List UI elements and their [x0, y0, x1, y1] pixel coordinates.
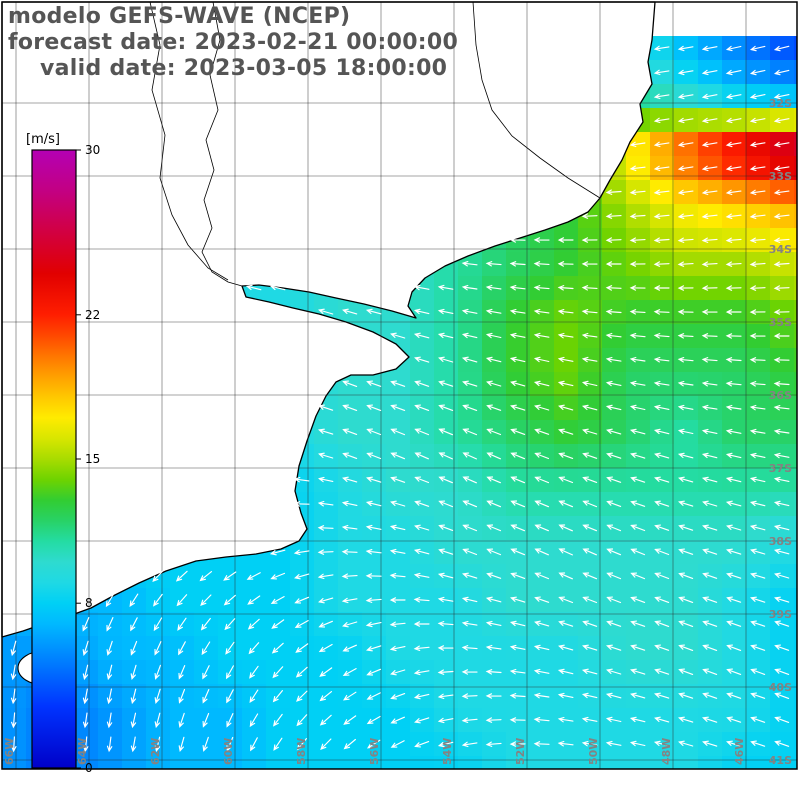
- colorbar-tick-label: 8: [85, 596, 93, 610]
- coastline: [1, 1, 656, 638]
- colorbar-gradient: [31, 149, 77, 769]
- lon-label: 62W: [149, 738, 162, 765]
- lon-label: 58W: [295, 738, 308, 765]
- lon-label: 50W: [587, 738, 600, 765]
- lat-label: 32S: [769, 97, 792, 110]
- lat-label: 35S: [769, 316, 792, 329]
- lon-label: 64W: [76, 738, 89, 765]
- wind-arrows: [10, 45, 790, 753]
- graticule: [2, 2, 797, 769]
- lat-label: 36S: [769, 389, 792, 402]
- lon-label: 54W: [441, 738, 454, 765]
- lon-label: 66W: [3, 738, 16, 765]
- lon-label: 52W: [514, 738, 527, 765]
- lon-label: 46W: [733, 738, 746, 765]
- river-line: [472, 1, 601, 199]
- lat-label: 40S: [769, 681, 792, 694]
- river-line: [201, 1, 243, 287]
- map-frame: [1, 1, 798, 770]
- lon-label: 56W: [368, 738, 381, 765]
- lat-label: 41S: [769, 754, 792, 767]
- lat-label: 39S: [769, 608, 792, 621]
- lon-label: 48W: [660, 738, 673, 765]
- lat-label: 34S: [769, 243, 792, 256]
- lat-label: 38S: [769, 535, 792, 548]
- colorbar-tick-label: 22: [85, 308, 100, 322]
- colorbar: [m/s] 30 22 15 8 0: [26, 132, 100, 775]
- colorbar-tick-label: 30: [85, 143, 100, 157]
- colorbar-tick-label: 15: [85, 452, 100, 466]
- river-line: [149, 1, 229, 281]
- lat-label: 33S: [769, 170, 792, 183]
- geo-labels: 32S 33S 34S 35S 36S 37S 38S 39S 40S 41S 66W 64W 62W 6…: [3, 97, 792, 767]
- colorbar-tick-label: 0: [85, 761, 93, 775]
- colorbar-units-label: [m/s]: [26, 132, 60, 147]
- lon-label: 60W: [222, 738, 235, 765]
- lat-label: 37S: [769, 462, 792, 475]
